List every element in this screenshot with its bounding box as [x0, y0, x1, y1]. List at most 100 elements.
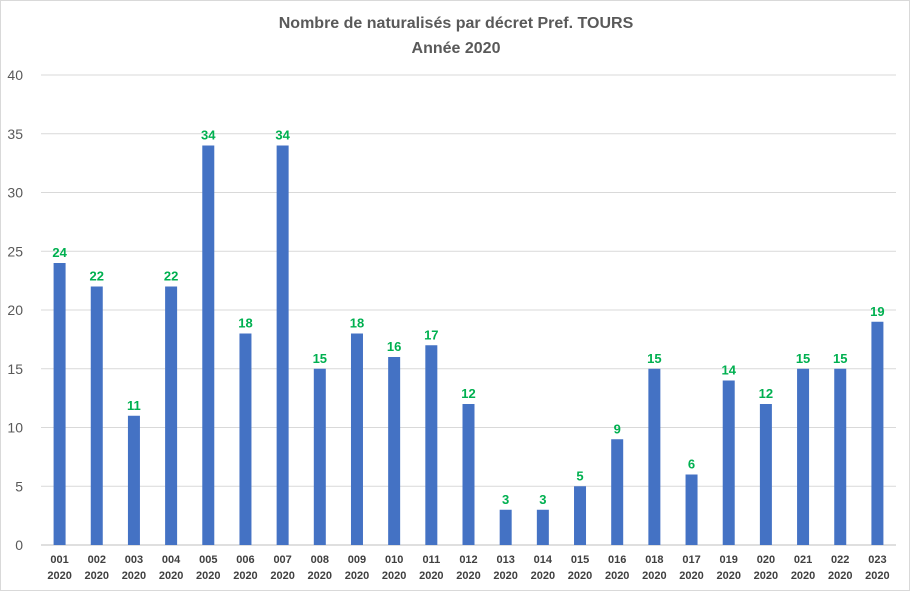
data-label: 18: [350, 316, 364, 331]
y-tick-label: 30: [7, 185, 23, 201]
x-tick-label-year: 2020: [642, 570, 666, 582]
data-label: 24: [52, 245, 67, 260]
data-label: 12: [759, 386, 773, 401]
bar: [276, 145, 289, 545]
data-label: 16: [387, 339, 401, 354]
bar: [611, 439, 624, 545]
x-tick-label-number: 021: [794, 554, 812, 566]
data-labels: 24 22 11 22 34 18 34 15 18 16 17 12 3 3 5 9 15 6 14 12 15 15 1…: [52, 128, 884, 507]
x-tick-label-number: 013: [496, 554, 514, 566]
x-tick-label-year: 2020: [85, 570, 109, 582]
x-tick-label-number: 009: [348, 554, 366, 566]
x-tick-label-year: 2020: [159, 570, 183, 582]
gridlines: [41, 74, 896, 546]
bar: [202, 145, 215, 545]
x-tick-label-year: 2020: [865, 570, 889, 582]
bar: [239, 333, 252, 545]
data-label: 6: [688, 457, 695, 472]
y-tick-label: 25: [7, 243, 23, 259]
x-tick-label-number: 015: [571, 554, 589, 566]
data-label: 12: [461, 386, 475, 401]
x-tick-label-number: 019: [720, 554, 738, 566]
data-label: 15: [833, 351, 847, 366]
x-tick-label-year: 2020: [122, 570, 146, 582]
x-tick-label-number: 020: [757, 554, 775, 566]
bar: [797, 368, 810, 545]
x-tick-label-number: 017: [682, 554, 700, 566]
bar: [648, 368, 661, 545]
y-tick-label: 5: [15, 478, 23, 494]
y-axis-ticks: 0 5 10 15 20 25 30 35 40: [7, 67, 23, 553]
x-tick-label-year: 2020: [345, 570, 369, 582]
data-label: 9: [614, 421, 621, 436]
y-tick-label: 10: [7, 420, 23, 436]
data-label: 18: [238, 316, 252, 331]
x-tick-label-number: 011: [422, 554, 440, 566]
data-label: 19: [870, 304, 884, 319]
bar: [462, 404, 475, 545]
x-tick-label-year: 2020: [47, 570, 71, 582]
x-tick-label-number: 007: [273, 554, 291, 566]
x-tick-label-number: 012: [459, 554, 477, 566]
data-label: 3: [502, 492, 509, 507]
data-label: 34: [201, 128, 216, 143]
bar: [722, 380, 735, 545]
bar: [759, 404, 772, 545]
bar: [53, 263, 66, 545]
chart-subtitle: Année 2020: [412, 40, 501, 57]
x-tick-label-number: 002: [88, 554, 106, 566]
x-tick-label-year: 2020: [456, 570, 480, 582]
bar: [834, 368, 847, 545]
bar: [388, 357, 401, 545]
x-tick-label-year: 2020: [679, 570, 703, 582]
x-tick-label-number: 016: [608, 554, 626, 566]
chart-title: Nombre de naturalisés par décret Pref. T…: [279, 15, 634, 32]
data-label: 11: [127, 398, 141, 413]
x-tick-label-number: 018: [645, 554, 663, 566]
data-label: 3: [539, 492, 546, 507]
x-axis-ticks: 001 2020 002 2020 003 2020 004 2020 005 2020 006 20…: [47, 554, 889, 582]
data-label: 22: [164, 269, 178, 284]
x-tick-label-number: 001: [50, 554, 68, 566]
x-tick-label-number: 010: [385, 554, 403, 566]
x-tick-label-year: 2020: [382, 570, 406, 582]
data-label: 17: [424, 327, 438, 342]
y-tick-label: 20: [7, 302, 23, 318]
x-tick-label-year: 2020: [791, 570, 815, 582]
data-label: 5: [576, 468, 583, 483]
data-label: 15: [796, 351, 810, 366]
x-tick-label-year: 2020: [493, 570, 517, 582]
x-tick-label-year: 2020: [568, 570, 592, 582]
x-tick-label-number: 023: [868, 554, 886, 566]
x-tick-label-number: 006: [236, 554, 254, 566]
data-label: 15: [647, 351, 661, 366]
x-tick-label-year: 2020: [531, 570, 555, 582]
y-tick-label: 40: [7, 67, 23, 83]
x-tick-label-year: 2020: [270, 570, 294, 582]
bars: [53, 145, 884, 545]
x-tick-label-number: 005: [199, 554, 217, 566]
y-tick-label: 0: [15, 537, 23, 553]
x-tick-label-year: 2020: [196, 570, 220, 582]
x-tick-label-year: 2020: [716, 570, 740, 582]
x-tick-label-number: 008: [311, 554, 329, 566]
bar: [536, 509, 549, 545]
bar: [425, 345, 438, 545]
bar: [165, 286, 178, 545]
bar: [685, 474, 698, 545]
bar: [127, 415, 140, 545]
bar: [313, 368, 326, 545]
bar: [499, 509, 512, 545]
x-tick-label-year: 2020: [754, 570, 778, 582]
bar: [574, 486, 587, 545]
data-label: 15: [313, 351, 327, 366]
x-tick-label-number: 014: [534, 554, 553, 566]
y-tick-label: 35: [7, 126, 23, 142]
bar: [350, 333, 363, 545]
x-tick-label-year: 2020: [419, 570, 443, 582]
x-tick-label-year: 2020: [828, 570, 852, 582]
x-tick-label-year: 2020: [605, 570, 629, 582]
x-tick-label-year: 2020: [233, 570, 257, 582]
